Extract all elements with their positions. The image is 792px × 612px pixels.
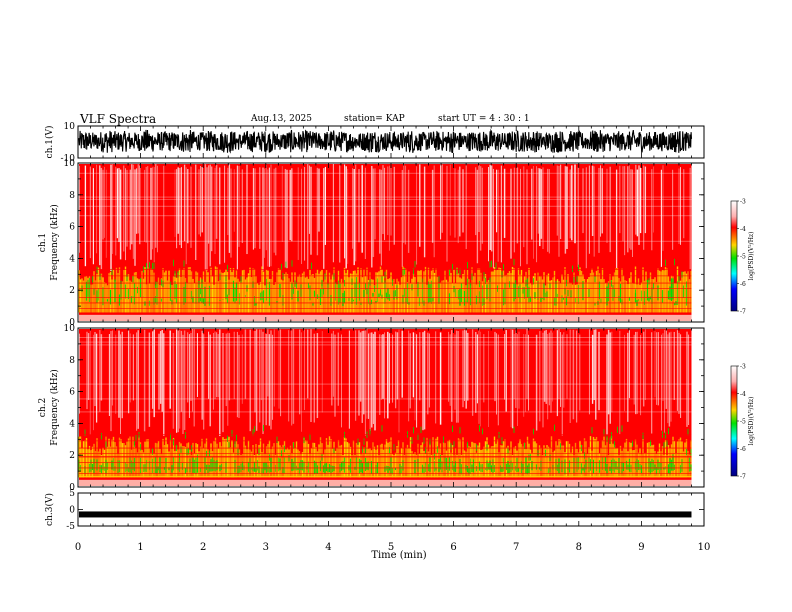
x-tick-label: 2	[200, 542, 206, 553]
ch2-spectrogram-colorbar-tick-label: -7	[740, 474, 746, 481]
ch1-spectrogram-ylabel2: Frequency (kHz)	[49, 204, 60, 281]
ch2-spectrogram-colorbar-tick-label: -3	[740, 364, 746, 371]
ch2-spectrogram-colorbar-tick-label: -5	[740, 419, 746, 426]
ch1-spectrogram-ytick-label: 8	[69, 191, 75, 201]
ch2-spectrogram-ytick-label: 8	[69, 356, 75, 366]
ch3-waveform-ytick-label: 5	[69, 489, 75, 499]
ch1-spectrogram-colorbar-tick-label: -7	[740, 309, 746, 316]
ch1-spectrogram-colorbar-tick-label: -5	[740, 254, 746, 261]
x-tick-label: 4	[325, 542, 331, 553]
x-tick-label: 0	[75, 542, 81, 553]
ch2-spectrogram-colorbar	[730, 365, 738, 477]
ch1-spectrogram-image	[78, 164, 692, 321]
ch1-spectrogram-ytick-label: 6	[69, 223, 75, 233]
ch1-spectrogram-colorbar	[730, 200, 738, 312]
ch2-spectrogram-ylabel: ch.2	[38, 398, 48, 417]
ch3-waveform-ytick-label: 0	[69, 506, 75, 516]
ch1-spectrogram-low-region	[79, 314, 692, 321]
x-tick-label: 9	[638, 542, 644, 553]
ch1-spectrogram-colorbar-tick-label: -3	[740, 199, 746, 206]
ch3-waveform-ytick-label: -5	[66, 522, 75, 532]
start-ut-label: start UT = 4 : 30 : 1	[438, 114, 530, 124]
ch1-spectrogram-colorbar-tick-label: -4	[740, 226, 746, 233]
ch1-waveform-ytick-label: 10	[64, 122, 76, 132]
ch1-waveform-ylabel: ch.1(V)	[44, 126, 55, 159]
ch2-spectrogram-colorbar-tick-label: -4	[740, 391, 746, 398]
date-label: Aug.13, 2025	[251, 114, 312, 124]
ch2-spectrogram-ytick-label: 0	[69, 483, 75, 493]
ch2-spectrogram-colorbar-label: log(PSD)(V²/Hz)	[748, 397, 755, 446]
x-tick-label: 1	[137, 542, 143, 553]
ch2-spectrogram-image	[78, 329, 692, 486]
ch1-spectrogram-ytick-label: 10	[64, 159, 76, 169]
ch2-spectrogram-ytick-label: 2	[69, 451, 75, 461]
figure-title: VLF Spectra	[80, 112, 157, 126]
x-tick-label: 6	[450, 542, 456, 553]
ch1-spectrogram-ylabel: ch.1	[38, 233, 48, 252]
ch2-spectrogram-ytick-label: 6	[69, 388, 75, 398]
ch2-spectrogram-ytick-label: 4	[69, 419, 75, 429]
ch1-spectrogram-ytick-label: 0	[69, 318, 75, 328]
ch2-spectrogram-ylabel2: Frequency (kHz)	[49, 369, 60, 446]
ch3-waveform-trace	[79, 511, 692, 518]
x-tick-label: 7	[513, 542, 519, 553]
ch2-spectrogram-ytick-label: 10	[64, 324, 76, 334]
ch2-spectrogram-low-region	[79, 479, 692, 486]
ch1-spectrogram-colorbar-label: log(PSD)(V²/Hz)	[748, 232, 755, 281]
ch1-waveform-ytick-label: -10	[61, 154, 76, 164]
x-tick-label: 8	[576, 542, 582, 553]
x-tick-label: 5	[388, 542, 394, 553]
ch1-spectrogram-ytick-label: 2	[69, 286, 75, 296]
ch1-waveform-trace	[78, 128, 693, 154]
ch1-spectrogram-ytick-label: 4	[69, 254, 75, 264]
x-axis-label: Time (min)	[371, 550, 426, 561]
x-tick-label: 3	[263, 542, 269, 553]
ch1-spectrogram-colorbar-tick-label: -6	[740, 281, 746, 288]
ch3-waveform-ylabel: ch.3(V)	[44, 493, 55, 526]
x-tick-label: 10	[698, 542, 711, 553]
ch2-spectrogram-colorbar-tick-label: -6	[740, 446, 746, 453]
station-label: station= KAP	[344, 114, 405, 124]
